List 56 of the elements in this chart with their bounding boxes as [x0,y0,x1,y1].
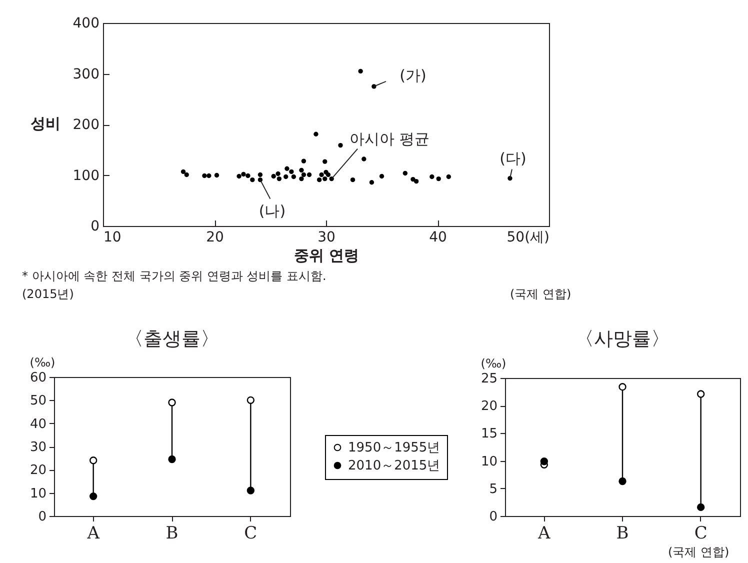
point [246,396,255,404]
y-axis-title: 성비 [30,114,60,132]
point [540,458,548,466]
y-tick-label: 15 [480,426,498,442]
annotation: (다) [500,149,526,168]
point [696,390,705,398]
y-tick-label: 300 [72,66,100,82]
x-tick-label: B [616,524,629,544]
y-tick-label: 30 [30,440,46,455]
annotation: (나) [258,202,286,220]
text: * 아시아에 속한 전체 국가의 중위 연령과 성비를 표시함. [22,268,326,285]
text: (국제 연합) [510,286,572,303]
point [168,455,176,464]
y-tick-label: 5 [489,482,498,497]
x-tick-label: 40 [429,230,447,246]
y-tick-label: 20 [30,463,46,478]
x-tick-label: 20 [206,230,224,246]
y-tick-label: 25 [480,372,498,386]
text: (국제 연합) [668,544,730,561]
y-tick-label: 20 [480,399,498,414]
y-tick-label: 40 [30,416,46,432]
y-tick-label: 0 [489,510,498,524]
y-axis-title: (‰) [480,356,506,370]
point [89,456,98,464]
x-tick-label: 10 [104,230,122,246]
annotation: (가) [400,66,426,84]
chart-title: 〈사망률〉 [574,327,671,352]
legend-label: 1950～1955년 [348,440,440,456]
x-tick-label: A [86,524,100,544]
y-tick-label: 0 [90,218,100,234]
y-tick-label: 100 [72,168,100,184]
text: (2015년) [22,286,74,303]
chart-title: 〈출생률〉 [124,327,220,352]
x-tick-label: A [537,524,552,544]
x-axis-title: 중위 연령 [294,246,360,264]
y-tick-label: 0 [38,510,46,524]
x-tick-label: 50(세) [506,230,550,246]
y-axis-title: (‰) [30,356,56,370]
point [696,503,705,511]
point [618,477,626,486]
annotation: 아시아 평균 [350,130,430,148]
y-tick-label: 200 [72,117,100,133]
point [89,492,98,500]
x-tick-label: 30 [318,230,336,246]
y-tick-label: 50 [30,394,46,409]
y-tick-label: 400 [72,16,100,32]
point [168,398,176,406]
point [246,486,255,494]
y-tick-label: 10 [480,454,498,470]
x-tick-label: C [694,524,708,544]
point [618,383,626,391]
y-tick-label: 60 [30,370,46,386]
x-tick-label: B [166,524,178,544]
y-tick-label: 10 [30,486,46,502]
x-tick-label: C [244,524,258,544]
legend-label: 2010～2015년 [348,458,440,474]
